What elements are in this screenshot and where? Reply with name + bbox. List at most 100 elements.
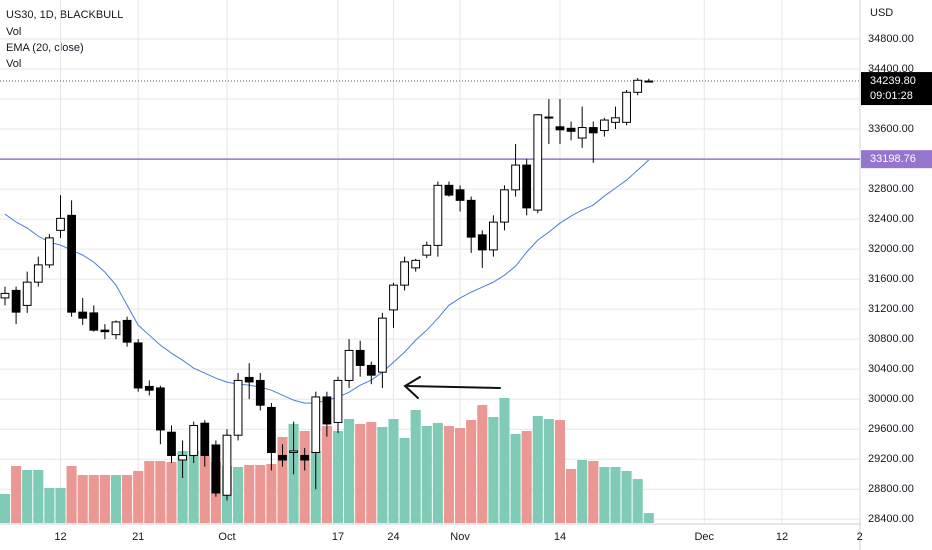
candle-body: [56, 217, 65, 231]
candle-body: [577, 127, 587, 139]
candle-body: [444, 184, 454, 196]
y-tick-label: 34400.00: [868, 63, 914, 75]
volume-bar: [510, 434, 521, 523]
candle-body: [100, 329, 110, 333]
indicator-label: Vol: [6, 58, 21, 70]
x-tick-label: 17: [332, 531, 344, 543]
candle-body: [89, 312, 99, 331]
y-tick-label: 28400.00: [868, 513, 914, 525]
volume-bar: [199, 456, 210, 523]
volume-bar: [0, 494, 11, 523]
price-label-box: [861, 72, 932, 106]
volume-bar: [177, 451, 188, 523]
volume-bar: [355, 424, 366, 523]
indicator-label: EMA (20, close): [6, 42, 84, 54]
candle-body: [411, 259, 421, 269]
price-label-box: [861, 150, 932, 169]
candle-body: [644, 80, 654, 83]
candle-body: [255, 379, 265, 406]
x-tick-label: Dec: [694, 531, 714, 543]
candle-body: [366, 364, 376, 376]
candle-body: [67, 214, 76, 313]
candle-body: [300, 454, 310, 461]
volume-bar: [155, 461, 166, 523]
volume-bar: [499, 398, 510, 523]
candle-body: [422, 244, 432, 256]
volume-bar: [44, 488, 55, 523]
candle-body: [566, 127, 576, 132]
candle-body: [33, 264, 43, 283]
candle-body: [200, 422, 210, 456]
x-tick-label: 2: [857, 531, 863, 543]
x-tick-label: Oct: [218, 531, 235, 543]
volume-bar: [577, 460, 588, 523]
candle-body: [167, 431, 176, 456]
volume-bar: [543, 419, 554, 523]
volume-bar: [99, 475, 110, 523]
volume-bar: [332, 431, 344, 523]
candle-body: [455, 189, 465, 201]
candle-body: [500, 189, 509, 223]
candle-body: [233, 379, 243, 436]
volume-bar: [521, 431, 532, 523]
y-tick-label: 31600.00: [868, 273, 914, 285]
volume-bar: [321, 426, 332, 523]
candle-body: [189, 424, 199, 456]
candle-body: [156, 387, 165, 431]
candle-body: [377, 317, 387, 373]
candle-body: [611, 117, 620, 123]
indicator-label: Vol: [6, 26, 21, 38]
candle-body: [289, 450, 298, 453]
candle-body: [344, 349, 354, 381]
candle-body: [511, 164, 520, 191]
volume-bar: [77, 475, 88, 523]
candle-body: [111, 321, 121, 336]
y-tick-label: 31200.00: [868, 303, 914, 315]
candle-body: [433, 184, 443, 246]
candle-body: [278, 454, 287, 461]
ema-line: [4, 159, 650, 404]
candle-body: [144, 385, 154, 391]
volume-bar: [11, 466, 22, 523]
volume-bar: [277, 437, 288, 523]
y-tick-label: 33600.00: [868, 123, 914, 135]
candle-body: [622, 91, 631, 123]
candle-body: [211, 444, 221, 494]
x-tick-label: 21: [132, 531, 144, 543]
axis-unit: USD: [870, 7, 893, 19]
volume-bar: [621, 471, 632, 523]
candle-body: [0, 292, 10, 299]
candle-body: [488, 221, 498, 251]
candle-body: [522, 164, 532, 209]
y-tick-label: 30000.00: [868, 393, 914, 405]
candle-body: [244, 376, 254, 383]
candle-body: [122, 319, 132, 343]
volume-bar: [33, 470, 44, 523]
volume-bar: [244, 465, 255, 523]
candle-body: [178, 454, 187, 461]
plot: [0, 0, 861, 523]
volume-bar: [233, 467, 244, 523]
volume-bar: [588, 461, 599, 523]
volume-bar: [388, 419, 399, 523]
volume-bar: [266, 464, 277, 523]
volume-bar: [88, 475, 99, 523]
candle-body: [222, 434, 232, 496]
candle-body: [22, 281, 32, 306]
y-tick-label: 29200.00: [868, 453, 914, 465]
x-tick-label: 14: [554, 531, 566, 543]
volume-bar: [410, 410, 421, 523]
candle-body: [11, 289, 21, 313]
x-tick-label: 12: [776, 531, 788, 543]
y-tick-label: 32000.00: [868, 243, 914, 255]
volume-bar: [133, 471, 144, 523]
candle-body: [333, 379, 343, 423]
candle-body: [544, 116, 554, 119]
volume-bar: [466, 420, 477, 523]
volume-bar: [443, 426, 455, 523]
volume-bar: [377, 427, 388, 523]
x-tick-label: 24: [387, 531, 399, 543]
candle-body: [588, 127, 598, 134]
volume-bar: [344, 419, 355, 523]
